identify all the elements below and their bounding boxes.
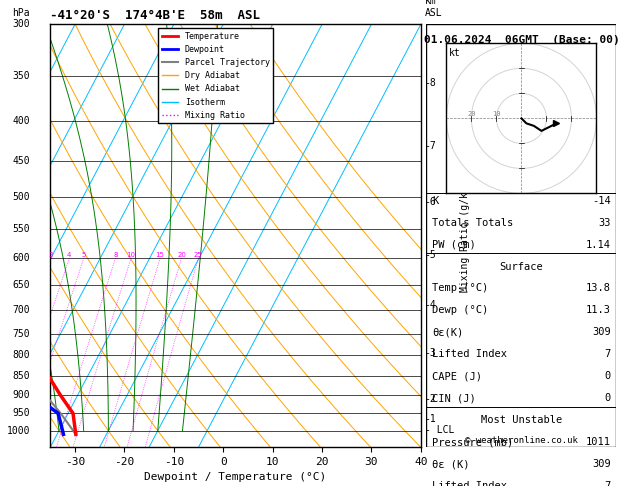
Text: 900: 900 [13,390,30,400]
Text: 1000: 1000 [6,426,30,435]
Text: -4: -4 [425,300,437,311]
Legend: Temperature, Dewpoint, Parcel Trajectory, Dry Adiabat, Wet Adiabat, Isotherm, Mi: Temperature, Dewpoint, Parcel Trajectory… [159,29,273,123]
Text: 0: 0 [604,394,611,403]
Text: 20: 20 [177,252,186,258]
Text: 7: 7 [604,349,611,360]
Text: -7: -7 [425,141,437,151]
Text: 650: 650 [13,280,30,290]
Text: Lifted Index: Lifted Index [432,481,507,486]
Text: 400: 400 [13,116,30,126]
Text: 309: 309 [592,328,611,337]
Text: -6: -6 [425,197,437,207]
Text: -41°20'S  174°4B'E  58m  ASL: -41°20'S 174°4B'E 58m ASL [50,9,260,22]
Text: -2: -2 [425,394,437,404]
Text: 1.14: 1.14 [586,240,611,249]
Text: Mixing Ratio (g/kg): Mixing Ratio (g/kg) [460,180,470,292]
Text: Surface: Surface [499,261,543,272]
Text: 1011: 1011 [586,437,611,448]
Text: 0: 0 [604,371,611,382]
Text: © weatheronline.co.uk: © weatheronline.co.uk [465,436,578,445]
Text: 950: 950 [13,408,30,418]
Text: hPa: hPa [13,8,30,18]
Text: 450: 450 [13,156,30,166]
Text: 13.8: 13.8 [586,283,611,294]
Text: θε (K): θε (K) [432,459,470,469]
X-axis label: Dewpoint / Temperature (°C): Dewpoint / Temperature (°C) [145,472,326,483]
Text: 750: 750 [13,329,30,339]
Text: 850: 850 [13,371,30,381]
Text: -1: -1 [425,415,437,424]
Text: 7: 7 [604,481,611,486]
Text: Temp (°C): Temp (°C) [432,283,488,294]
Text: θε(K): θε(K) [432,328,464,337]
Text: Lifted Index: Lifted Index [432,349,507,360]
Text: 10: 10 [126,252,135,258]
Text: 4: 4 [67,252,72,258]
Text: 700: 700 [13,305,30,315]
Text: 309: 309 [592,459,611,469]
Text: 550: 550 [13,224,30,234]
Text: -3: -3 [425,348,437,358]
Text: Totals Totals: Totals Totals [432,218,513,227]
Text: 5: 5 [82,252,86,258]
Text: -5: -5 [425,250,437,260]
Text: K: K [432,195,438,206]
Text: Most Unstable: Most Unstable [481,416,562,425]
Text: PW (cm): PW (cm) [432,240,476,249]
Text: - LCL: - LCL [425,425,454,435]
Text: CAPE (J): CAPE (J) [432,371,482,382]
Text: 15: 15 [155,252,165,258]
Text: 800: 800 [13,350,30,360]
Text: -8: -8 [425,78,437,88]
Text: 01.06.2024  06GMT  (Base: 00): 01.06.2024 06GMT (Base: 00) [423,35,620,45]
Text: 8: 8 [113,252,118,258]
Text: 600: 600 [13,253,30,263]
Text: -14: -14 [592,195,611,206]
Text: Pressure (mb): Pressure (mb) [432,437,513,448]
Text: 33: 33 [598,218,611,227]
Text: 25: 25 [194,252,203,258]
Text: 500: 500 [13,191,30,202]
Text: CIN (J): CIN (J) [432,394,476,403]
Text: 300: 300 [13,19,30,29]
Text: 11.3: 11.3 [586,306,611,315]
Text: km
ASL: km ASL [425,0,442,18]
Text: 350: 350 [13,71,30,81]
Text: 3: 3 [49,252,53,258]
Text: Dewp (°C): Dewp (°C) [432,306,488,315]
